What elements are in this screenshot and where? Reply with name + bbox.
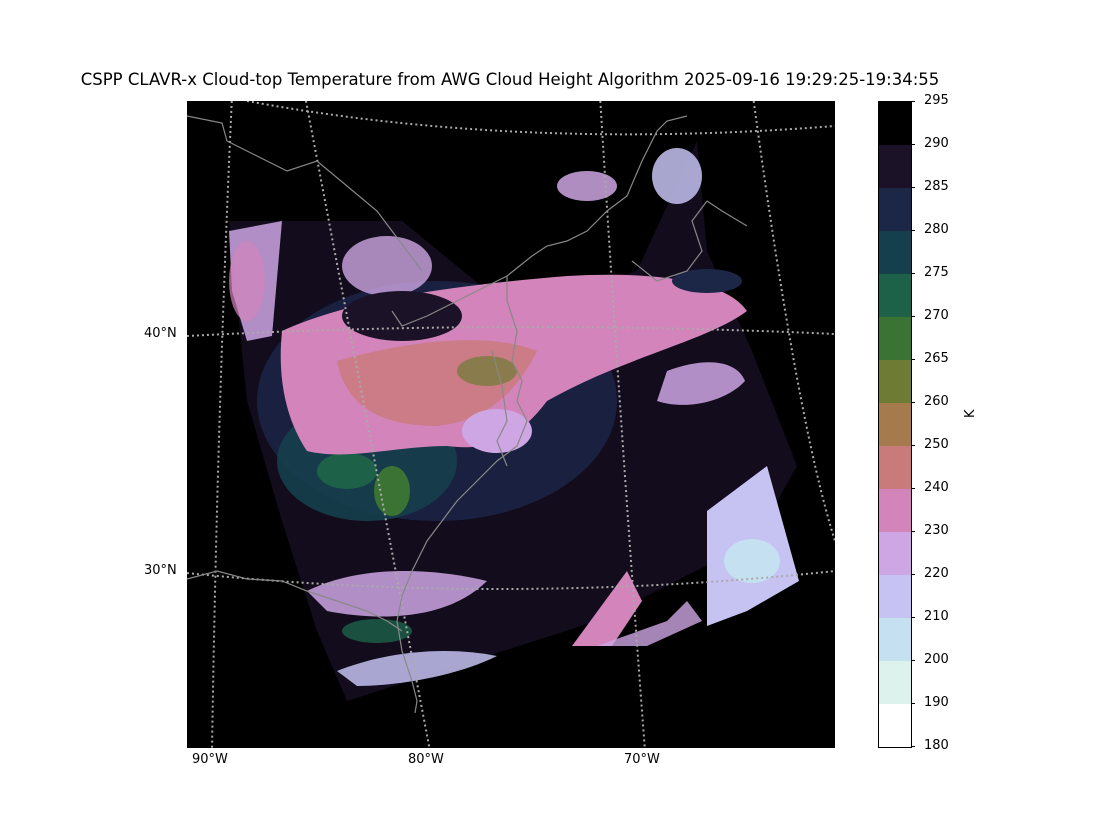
colorbar-tick-label: 190 [924, 695, 949, 710]
cloud-patch [462, 409, 532, 453]
colorbar-tick-label: 295 [924, 93, 949, 108]
colorbar-bin [879, 274, 911, 317]
colorbar-bin [879, 575, 911, 618]
colorbar-bin [879, 618, 911, 661]
cloud-field [572, 571, 642, 646]
colorbar-tick-label: 265 [924, 351, 949, 366]
colorbar-tick-mark [911, 488, 915, 489]
colorbar-tick-mark [911, 101, 915, 102]
colorbar-bin [879, 188, 911, 231]
colorbar-tick-mark [911, 445, 915, 446]
map-panel[interactable] [187, 101, 835, 748]
colorbar-tick-mark [911, 660, 915, 661]
colorbar-tick-mark [911, 359, 915, 360]
cloud-patch [342, 291, 462, 341]
colorbar-tick-mark [911, 746, 915, 747]
colorbar-tick-label: 280 [924, 222, 949, 237]
cloud-patch [229, 241, 265, 321]
lat-label-30n: 30°N [144, 563, 177, 578]
colorbar-bin [879, 360, 911, 403]
cloud-patch [672, 269, 742, 293]
colorbar-bin [879, 317, 911, 360]
colorbar-tick-label: 200 [924, 652, 949, 667]
colorbar-tick-label: 250 [924, 437, 949, 452]
map-canvas [187, 101, 835, 748]
lon-label-80w: 80°W [408, 752, 444, 767]
colorbar-tick-mark [911, 402, 915, 403]
cloud-field [337, 651, 497, 686]
colorbar-bin [879, 145, 911, 188]
colorbar-tick-label: 270 [924, 308, 949, 323]
colorbar-tick-label: 290 [924, 136, 949, 151]
cloud-patch [374, 466, 410, 516]
colorbar-bin [879, 231, 911, 274]
lon-label-70w: 70°W [624, 752, 660, 767]
colorbar [878, 101, 912, 748]
colorbar-tick-label: 210 [924, 609, 949, 624]
cloud-patch [652, 148, 702, 204]
cloud-patch [457, 356, 517, 386]
colorbar-unit-label: K [963, 409, 978, 418]
cloud-patch [342, 236, 432, 296]
colorbar-tick-label: 285 [924, 179, 949, 194]
figure-title: CSPP CLAVR-x Cloud-top Temperature from … [80, 70, 940, 89]
colorbar-tick-mark [911, 703, 915, 704]
cloud-field [597, 601, 702, 646]
colorbar-tick-mark [911, 273, 915, 274]
colorbar-tick-mark [911, 316, 915, 317]
colorbar-tick-mark [911, 230, 915, 231]
colorbar-tick-mark [911, 531, 915, 532]
colorbar-bin [879, 704, 911, 747]
cloud-patch [317, 453, 377, 489]
colorbar-tick-label: 240 [924, 480, 949, 495]
colorbar-tick-label: 230 [924, 523, 949, 538]
lat-label-40n: 40°N [144, 326, 177, 341]
colorbar-bin [879, 403, 911, 446]
colorbar-tick-label: 275 [924, 265, 949, 280]
colorbar-tick-label: 180 [924, 738, 949, 753]
colorbar-bin [879, 661, 911, 704]
colorbar-tick-mark [911, 187, 915, 188]
colorbar-tick-mark [911, 574, 915, 575]
colorbar-tick-mark [911, 144, 915, 145]
colorbar-bin [879, 446, 911, 489]
colorbar-tick-label: 260 [924, 394, 949, 409]
colorbar-tick-label: 220 [924, 566, 949, 581]
colorbar-tick-mark [911, 617, 915, 618]
cloud-field [307, 571, 487, 617]
coastlines [187, 115, 748, 714]
cloud-patch [557, 171, 617, 201]
colorbar-bin [879, 489, 911, 532]
cloud-patch [342, 619, 412, 643]
lon-label-90w: 90°W [192, 752, 228, 767]
colorbar-bin [879, 102, 911, 145]
cloud-band [657, 362, 745, 405]
colorbar-bin [879, 532, 911, 575]
cloud-patch [724, 539, 780, 583]
